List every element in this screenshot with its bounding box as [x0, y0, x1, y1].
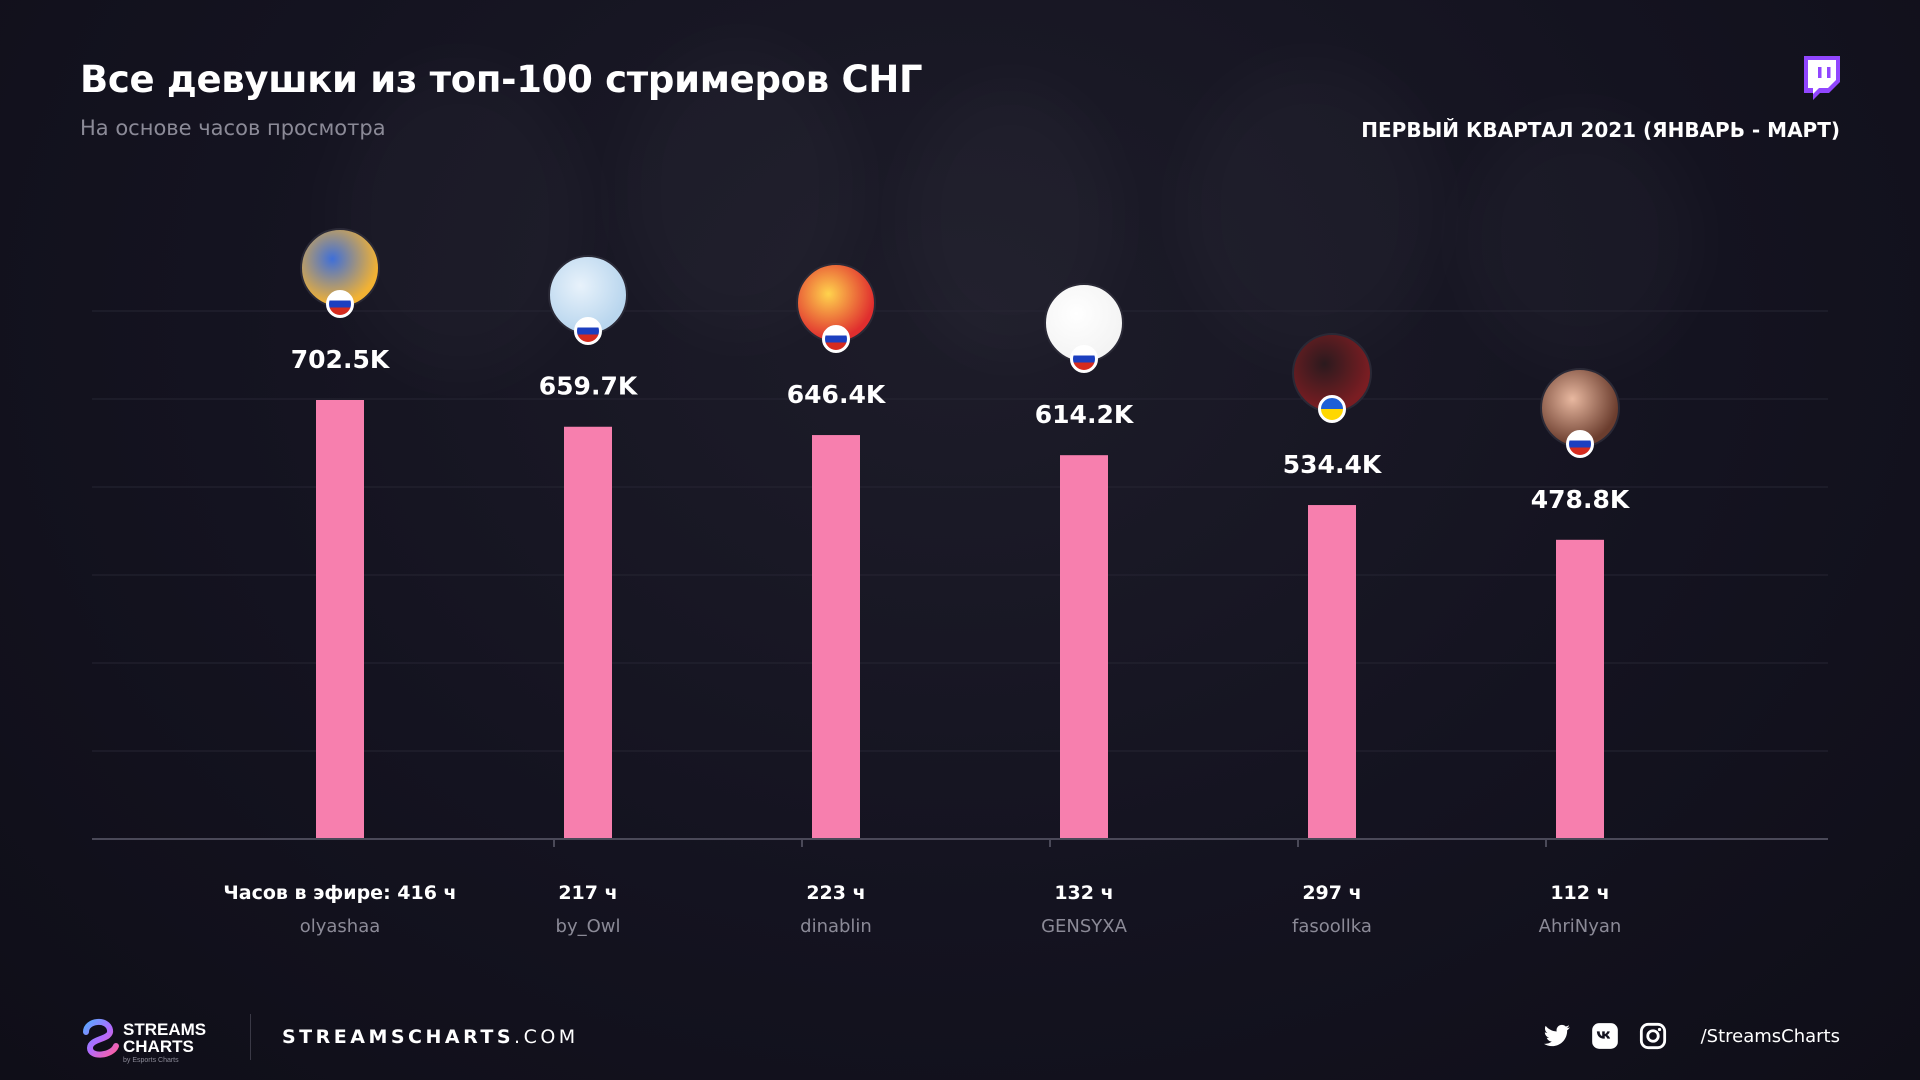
- bar-AhriNyan: [1556, 539, 1604, 839]
- site-url[interactable]: STREAMSCHARTS.COM: [282, 1026, 579, 1048]
- twitter-icon[interactable]: [1543, 1022, 1571, 1050]
- avatar: [548, 254, 628, 345]
- brand-line1: STREAMS: [123, 1020, 206, 1039]
- flag-icon: [326, 290, 354, 318]
- flag-icon: [822, 325, 850, 354]
- bar-olyashaa: [316, 400, 364, 839]
- category-label: olyashaa: [300, 916, 381, 937]
- period-label: ПЕРВЫЙ КВАРТАЛ 2021 (ЯНВАРЬ - МАРТ): [1361, 118, 1840, 142]
- brand-line2: CHARTS: [123, 1037, 194, 1056]
- vk-icon[interactable]: [1591, 1022, 1619, 1050]
- air-hours-label: 217 ч: [558, 882, 617, 904]
- air-hours-label: 297 ч: [1302, 882, 1361, 904]
- air-hours-label: Часов в эфире: 416 ч: [223, 882, 456, 904]
- brand-tag: by Esports Charts: [123, 1057, 179, 1064]
- avatar-image: [796, 263, 876, 344]
- page-title: Все девушки из топ-100 стримеров СНГ: [80, 58, 923, 101]
- twitch-icon: [1804, 56, 1840, 100]
- value-label: 702.5K: [291, 345, 391, 374]
- value-label: 646.4K: [787, 380, 887, 409]
- category-label: fasoollka: [1292, 916, 1372, 937]
- value-label: 478.8K: [1531, 485, 1631, 514]
- bar-by_Owl: [564, 426, 612, 839]
- flag-icon: [1070, 345, 1098, 374]
- social-handle[interactable]: /StreamsCharts: [1700, 1025, 1840, 1047]
- flag-icon: [1318, 395, 1346, 424]
- value-label: 659.7K: [539, 372, 639, 401]
- category-label: GENSYXA: [1041, 916, 1128, 937]
- footer-separator: [250, 1014, 251, 1060]
- bar-dinablin: [812, 435, 860, 839]
- grid-lines: [92, 310, 1828, 752]
- x-axis-ticks: [553, 839, 1547, 847]
- value-label: 614.2K: [1035, 400, 1135, 429]
- social-links: /StreamsCharts: [1543, 1022, 1840, 1050]
- air-hours-label: 132 ч: [1054, 882, 1113, 904]
- air-hours-label: 112 ч: [1550, 882, 1609, 904]
- flag-icon: [574, 316, 602, 345]
- value-label: 534.4K: [1283, 450, 1383, 479]
- bar-GENSYXA: [1060, 455, 1108, 839]
- bar-fasoollka: [1308, 505, 1356, 839]
- avatar: [1540, 367, 1620, 458]
- avatar: [1044, 283, 1124, 374]
- category-label: dinablin: [800, 916, 872, 937]
- avatar: [796, 263, 876, 354]
- flag-icon: [1566, 429, 1594, 458]
- streamscharts-logo: STREAMS CHARTS by Esports Charts: [83, 1019, 206, 1064]
- air-hours-label: 223 ч: [806, 882, 865, 904]
- page-subtitle: На основе часов просмотра: [80, 116, 386, 140]
- bars: [316, 400, 1604, 839]
- avatar: [300, 228, 380, 318]
- instagram-icon[interactable]: [1639, 1022, 1667, 1050]
- avatar: [1292, 333, 1372, 424]
- category-label: AhriNyan: [1539, 916, 1622, 937]
- category-label: by_Owl: [556, 916, 621, 937]
- labels: 702.5K Часов в эфире: 416 ч olyashaa 659.7K…: [223, 345, 1630, 937]
